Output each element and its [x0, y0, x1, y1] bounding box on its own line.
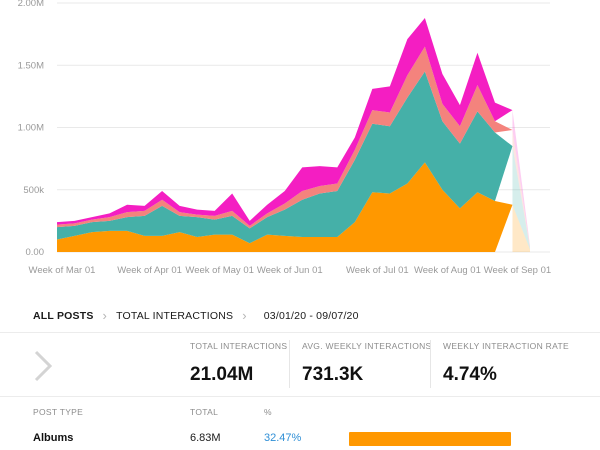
y-tick-label: 1.50M — [18, 60, 44, 71]
stat-divider — [430, 340, 431, 388]
chevron-right-icon: › — [102, 308, 108, 323]
divider — [0, 396, 600, 397]
stat-value: 21.04M — [190, 364, 254, 385]
area-series-0 — [57, 162, 513, 252]
x-tick-label: Week of Jul 01 — [346, 265, 409, 276]
chevron-left-icon[interactable] — [32, 350, 54, 382]
stat-divider — [289, 340, 290, 388]
x-tick-label: Week of Sep 01 — [484, 265, 551, 276]
post-type-cell: Albums — [33, 432, 74, 444]
axis-ticks: 0.00 500k 1.00M 1.50M 2.00M Week of Mar 01 Wee… — [18, 0, 552, 276]
share-bar — [349, 432, 512, 446]
area-series-3-partial — [512, 110, 530, 248]
stacked-area-chart: 0.00 500k 1.00M 1.50M 2.00M Week of Mar 01 Wee… — [18, 0, 552, 276]
area-series-group — [57, 17, 530, 252]
y-tick-label: 2.00M — [18, 0, 44, 9]
breadcrumb-all-posts[interactable]: ALL POSTS — [33, 310, 94, 322]
stat-total-interactions: TOTAL INTERACTIONS 21.04M — [190, 341, 287, 386]
stat-label: AVG. WEEKLY INTERACTIONS — [302, 341, 432, 351]
breadcrumb-total-interactions[interactable]: TOTAL INTERACTIONS — [116, 310, 234, 322]
area-series-0-partial — [512, 204, 530, 252]
date-range: 03/01/20 - 09/07/20 — [263, 310, 359, 322]
stat-label: WEEKLY INTERACTION RATE — [443, 341, 569, 351]
column-header-percent: % — [264, 407, 272, 417]
divider — [0, 332, 600, 333]
y-tick-label: 500k — [23, 185, 44, 196]
y-tick-label: 0.00 — [26, 247, 45, 258]
breadcrumb: ALL POSTS › TOTAL INTERACTIONS › 03/01/2… — [33, 308, 359, 324]
chevron-right-icon: › — [242, 308, 247, 323]
percent-cell: 32.47% — [264, 432, 302, 444]
stat-value: 4.74% — [443, 364, 497, 385]
column-header-total: TOTAL — [190, 407, 219, 417]
stat-avg-weekly-interactions: AVG. WEEKLY INTERACTIONS 731.3K — [302, 341, 432, 386]
y-tick-label: 1.00M — [18, 123, 44, 134]
area-series-2-partial — [512, 129, 530, 249]
stat-weekly-interaction-rate: WEEKLY INTERACTION RATE 4.74% — [443, 341, 569, 386]
x-tick-label: Week of Aug 01 — [414, 265, 481, 276]
column-header-post-type: POST TYPE — [33, 407, 84, 417]
stat-label: TOTAL INTERACTIONS — [190, 341, 288, 351]
x-tick-label: Week of Mar 01 — [29, 265, 96, 276]
x-tick-label: Week of May 01 — [185, 265, 253, 276]
x-tick-label: Week of Apr 01 — [117, 265, 182, 276]
area-series-1 — [57, 71, 513, 244]
area-series-1-partial — [512, 146, 530, 250]
stat-value: 731.3K — [302, 364, 364, 385]
x-tick-label: Week of Jun 01 — [257, 265, 323, 276]
total-cell: 6.83M — [190, 432, 221, 444]
area-series-3 — [57, 17, 513, 226]
